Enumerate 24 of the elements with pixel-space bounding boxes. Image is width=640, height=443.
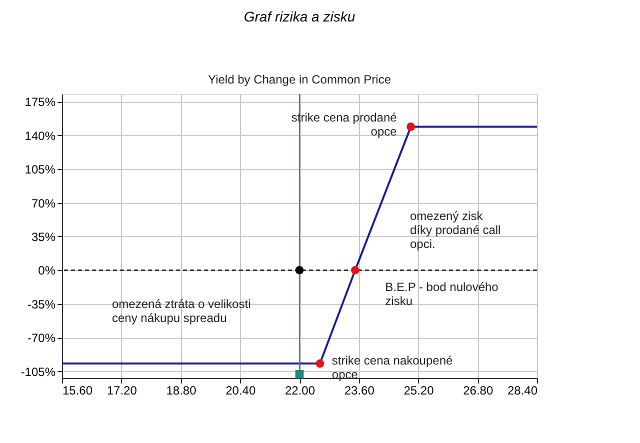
annotation: omezená ztráta o velikosti ceny nákupu spreadu (112, 297, 251, 325)
x-tick-label: 17.20 (106, 384, 138, 398)
y-tick-label: -35% (27, 297, 56, 312)
y-tick-label: -70% (27, 331, 56, 346)
y-tick-label: 35% (31, 230, 56, 244)
annotation: strike cena nakoupené opce (332, 354, 453, 382)
x-tick-label: 22.00 (284, 384, 316, 398)
chart-subtitle: Yield by Change in Common Price (208, 72, 392, 86)
y-tick-label: 175% (24, 95, 56, 110)
chart-title: Graf rizika a zisku (244, 8, 356, 24)
y-tick-label: 0% (38, 264, 56, 278)
x-tick-label: 15.60 (62, 384, 93, 398)
x-tick-label: 20.40 (226, 384, 256, 398)
x-tick-label: 28.40 (507, 384, 538, 398)
y-tick-label: 70% (31, 196, 56, 210)
y-tick-label: 140% (24, 128, 56, 143)
x-tick-label: 23.60 (344, 384, 375, 398)
y-tick-label: 105% (24, 162, 56, 177)
x-tick-label: 26.80 (463, 384, 494, 398)
x-tick-label: 25.20 (404, 384, 434, 398)
y-tick-label: -105% (20, 364, 56, 379)
x-tick-label: 18.80 (166, 384, 197, 398)
annotation: B.E.P - bod nulového zisku (385, 280, 499, 308)
annotation: omezený zisk díky prodané call opci. (410, 209, 501, 251)
